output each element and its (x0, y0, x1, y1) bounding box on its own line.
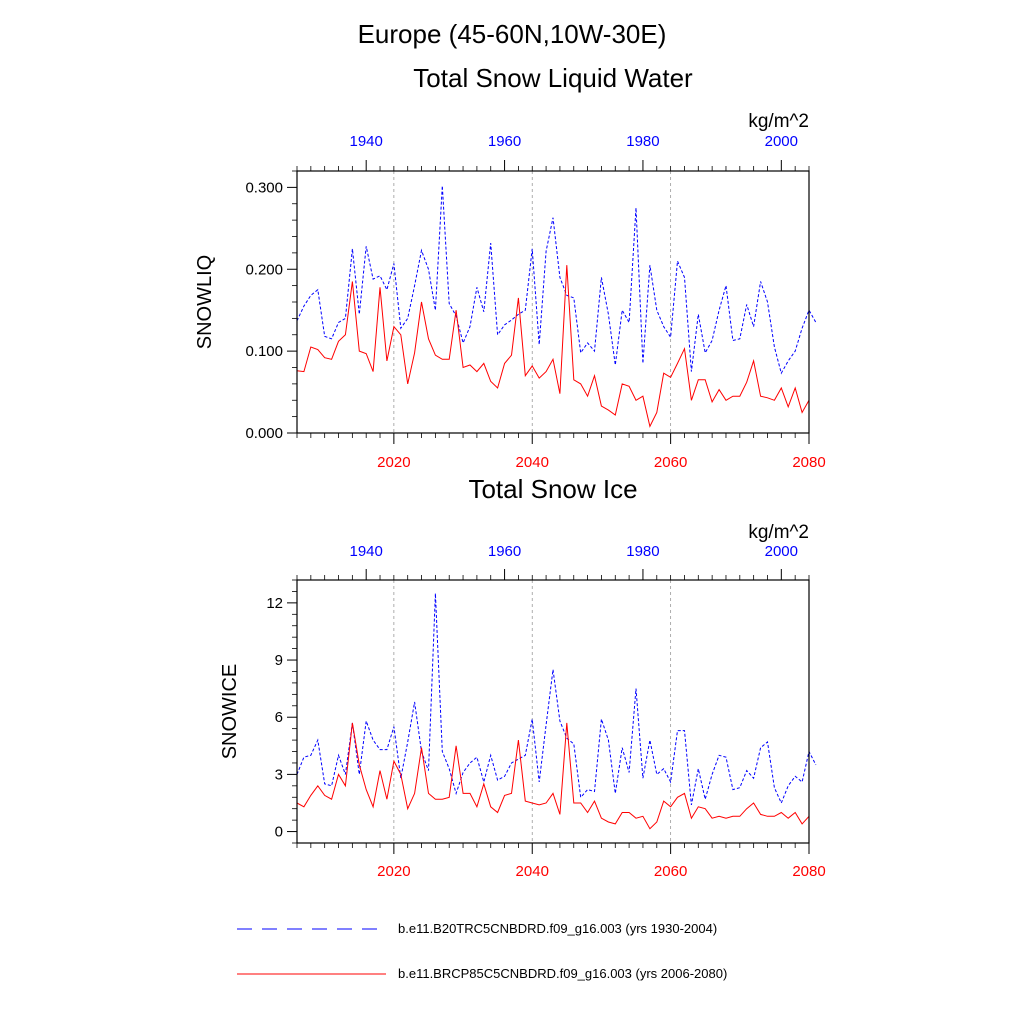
y-tick-label: 0.300 (245, 179, 283, 196)
units-label: kg/m^2 (748, 111, 809, 132)
x-top-tick-label: 1960 (488, 133, 521, 150)
x-top-tick-label: 2000 (765, 133, 798, 150)
plot-frame (296, 579, 810, 844)
x-bottom-tick-label: 2060 (654, 454, 687, 471)
y-axis-label: SNOWLIQ (194, 255, 216, 349)
units-label: kg/m^2 (748, 522, 809, 543)
region-title: Europe (45-60N,10W-30E) (358, 19, 667, 49)
x-bottom-tick-label: 2040 (516, 454, 549, 471)
x-bottom-tick-label: 2060 (654, 863, 687, 880)
y-tick-label: 0.100 (245, 343, 283, 360)
x-top-tick-label: 1980 (626, 133, 659, 150)
y-tick-label: 12 (266, 595, 283, 612)
chart-title: Total Snow Liquid Water (413, 63, 693, 93)
y-tick-label: 9 (275, 652, 283, 669)
x-top-tick-label: 1980 (626, 543, 659, 560)
chart-panels: Total Snow Liquid Water kg/m^2 0.000 0.100 0… (194, 63, 826, 880)
historical-series-line (296, 593, 817, 805)
x-top-tick-label: 1940 (350, 133, 383, 150)
y-tick-label: 0.000 (245, 425, 283, 442)
x-bottom-tick-label: 2080 (792, 863, 825, 880)
legend: b.e11.B20TRC5CNBDRD.f09_g16.003 (yrs 193… (237, 921, 727, 981)
x-bottom-tick-label: 2020 (377, 863, 410, 880)
x-top-tick-label: 2000 (765, 543, 798, 560)
x-bottom-tick-label: 2040 (516, 863, 549, 880)
legend-future-label: b.e11.BRCP85C5CNBDRD.f09_g16.003 (yrs 20… (398, 966, 727, 981)
x-top-tick-label: 1960 (488, 543, 521, 560)
y-tick-label: 6 (275, 709, 283, 726)
future-series-line (296, 722, 810, 830)
y-tick-label: 0 (275, 824, 283, 841)
chart-title: Total Snow Ice (468, 474, 637, 504)
x-top-tick-label: 1940 (350, 543, 383, 560)
y-axis-label: SNOWICE (219, 664, 241, 760)
x-bottom-tick-label: 2080 (792, 454, 825, 471)
chart-panel-1: Total Snow Liquid Water kg/m^2 0.000 0.100 0… (194, 63, 826, 471)
future-series-line (296, 265, 810, 428)
y-tick-label: 0.200 (245, 261, 283, 278)
y-tick-label: 3 (275, 766, 283, 783)
legend-hist-label: b.e11.B20TRC5CNBDRD.f09_g16.003 (yrs 193… (398, 921, 717, 936)
chart-panel-2: Total Snow Ice kg/m^2 0 3 6 9 12 SNOWICE 2020 204… (219, 474, 826, 880)
plot-frame (296, 170, 810, 434)
x-bottom-tick-label: 2020 (377, 454, 410, 471)
historical-series-line (296, 185, 817, 375)
